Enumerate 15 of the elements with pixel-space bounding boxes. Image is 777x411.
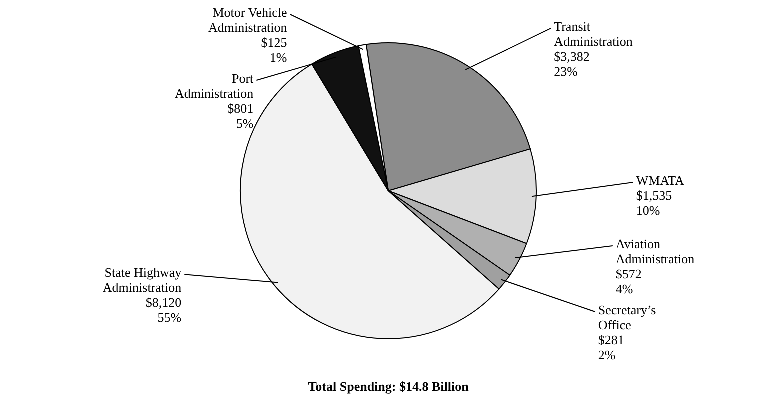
slice-label: State Highway Administration [102, 265, 182, 296]
text: Total Spending: $14.8 Billion [308, 379, 470, 394]
slice-label: Aviation Administration [616, 236, 696, 266]
data-label: $1,535 10% [636, 188, 672, 218]
slice-label: WMATA [636, 172, 686, 188]
data-label: $572 4% [616, 266, 642, 296]
slice-label: Motor Vehicle Administration [208, 5, 288, 35]
data-label: $8,120 55% [146, 295, 182, 326]
data-label: $801 5% [228, 101, 254, 131]
slice-label: Secretary’s Office [598, 302, 656, 332]
slice-label: Transit Administration [554, 18, 634, 49]
data-label: $281 2% [598, 332, 624, 362]
data-label: $3,382 23% [554, 48, 590, 79]
slice-label: Port Administration [174, 71, 254, 101]
data-label: $125 1% [261, 35, 288, 65]
